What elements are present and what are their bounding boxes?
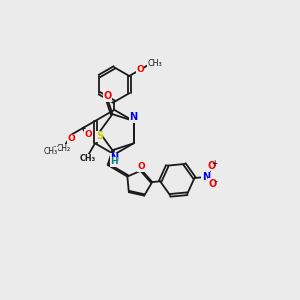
Text: H: H (110, 158, 118, 166)
Text: CH₃: CH₃ (147, 59, 162, 68)
Text: CH₂: CH₂ (56, 144, 70, 153)
Text: O: O (138, 162, 146, 171)
Text: O: O (208, 178, 217, 189)
Text: O: O (84, 130, 92, 139)
Text: CH₃: CH₃ (80, 154, 95, 163)
Text: -: - (214, 177, 218, 186)
Text: O: O (207, 160, 215, 171)
Text: N: N (202, 172, 210, 182)
Text: S: S (96, 131, 103, 141)
Text: O: O (67, 134, 75, 143)
Text: O: O (104, 92, 112, 101)
Text: +: + (212, 159, 218, 168)
Text: O: O (136, 65, 144, 74)
Text: N: N (110, 153, 118, 163)
Text: CH₃: CH₃ (43, 147, 57, 156)
Text: N: N (130, 112, 138, 122)
